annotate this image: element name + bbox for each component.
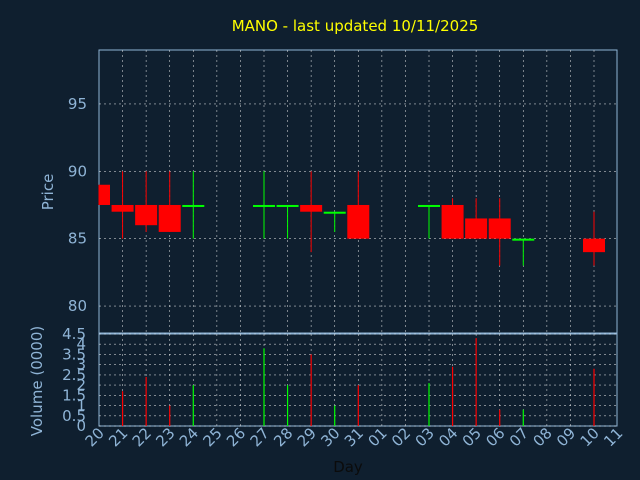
candle <box>111 171 134 239</box>
x-tick-label: 07 <box>506 424 532 450</box>
x-tick-label: 05 <box>459 424 485 450</box>
price-panel: 80 85 90 95 <box>68 49 618 334</box>
x-tick-label: 31 <box>341 424 367 450</box>
x-tick-label: 25 <box>199 424 225 450</box>
candle <box>512 238 535 266</box>
x-tick-label: 06 <box>482 424 508 450</box>
price-axis-label: Price <box>39 174 57 211</box>
price-tick-label: 90 <box>68 162 87 180</box>
candle <box>488 198 511 266</box>
candle-body <box>276 204 299 207</box>
chart-title: MANO - last updated 10/11/2025 <box>232 17 479 35</box>
x-tick-label: 21 <box>105 424 131 450</box>
candle-body <box>253 204 275 207</box>
volume-tick-label: 0.5 <box>62 407 86 425</box>
candle-body <box>135 204 158 226</box>
x-tick-label: 23 <box>152 424 178 450</box>
candle <box>418 204 440 239</box>
candle <box>98 184 110 205</box>
candle <box>135 171 158 232</box>
x-tick-label: 26 <box>223 424 249 450</box>
price-tick-label: 80 <box>68 297 87 315</box>
volume-panel: 2021222324252627282930310102030405060708… <box>62 325 626 450</box>
candle-body <box>182 204 205 207</box>
candle-body <box>488 218 511 239</box>
volume-tick-label: 1.5 <box>62 386 86 404</box>
x-tick-label: 24 <box>176 424 202 450</box>
candle <box>323 211 346 232</box>
x-tick-label: 08 <box>529 424 555 450</box>
volume-tick-label: 2 <box>76 376 86 394</box>
candle-body <box>583 238 605 253</box>
x-tick-label: 09 <box>553 424 579 450</box>
x-tick-label: 29 <box>294 424 320 450</box>
candle-body <box>99 184 110 205</box>
volume-axis-label: Volume (0000) <box>28 326 46 436</box>
x-tick-label: 10 <box>577 424 603 450</box>
candle <box>441 198 464 239</box>
x-tick-label: 22 <box>129 424 155 450</box>
candle-body <box>441 204 464 239</box>
x-tick-label: 03 <box>412 424 438 450</box>
candle-body <box>512 238 535 241</box>
volume-tick-label: 3 <box>76 356 86 374</box>
candle-body <box>158 204 181 232</box>
candle <box>182 171 205 239</box>
x-tick-label: 11 <box>600 424 626 450</box>
x-tick-label: 27 <box>247 424 273 450</box>
x-tick-label: 02 <box>388 424 414 450</box>
volume-tick-label: 2.5 <box>62 366 86 384</box>
volume-tick-label: 0 <box>76 417 86 435</box>
candle-body <box>465 218 488 239</box>
candle-body <box>111 204 134 212</box>
candle <box>253 171 275 239</box>
candle <box>465 198 488 239</box>
x-tick-label: 30 <box>317 424 343 450</box>
price-tick-label: 95 <box>68 95 87 113</box>
price-tick-label: 85 <box>68 230 87 248</box>
candle <box>347 171 370 239</box>
volume-tick-label: 4.5 <box>62 325 86 343</box>
x-tick-label: 01 <box>364 424 390 450</box>
candle-body <box>323 211 346 214</box>
candle-body <box>418 204 440 207</box>
volume-tick-label: 4 <box>76 335 86 353</box>
candle <box>583 211 605 266</box>
x-axis-label: Day <box>333 458 363 476</box>
x-tick-label: 28 <box>270 424 296 450</box>
candle-body <box>347 204 370 239</box>
candle-body <box>300 204 323 212</box>
volume-tick-label: 1 <box>76 397 86 415</box>
candle <box>300 171 323 253</box>
x-tick-label: 04 <box>435 424 461 450</box>
volume-tick-label: 3.5 <box>62 345 86 363</box>
candle <box>276 204 299 239</box>
candle <box>158 171 181 232</box>
